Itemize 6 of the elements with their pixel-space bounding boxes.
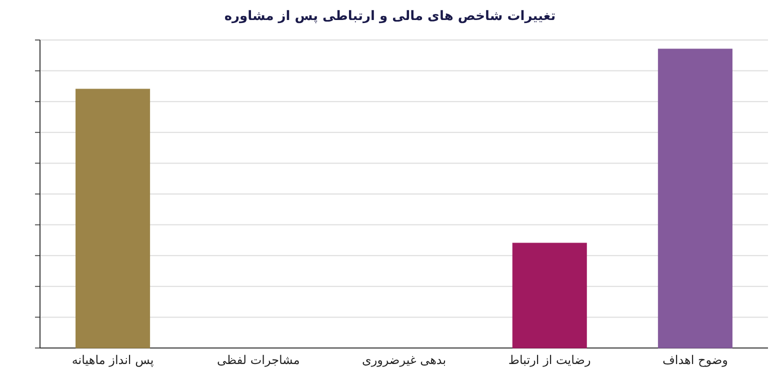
x-tick-label: رضایت از ارتباط [508,353,591,367]
x-tick-label: وضوح اهداف [662,353,728,367]
chart-title: تغییرات شاخص های مالی و ارتباطی پس از مشاوره [224,9,556,24]
x-tick-label: مشاجرات لفظی [216,353,300,367]
x-tick-label: بدهی غیرضروری [362,353,446,367]
x-tick-label: پس انداز ماهیانه [72,353,154,367]
